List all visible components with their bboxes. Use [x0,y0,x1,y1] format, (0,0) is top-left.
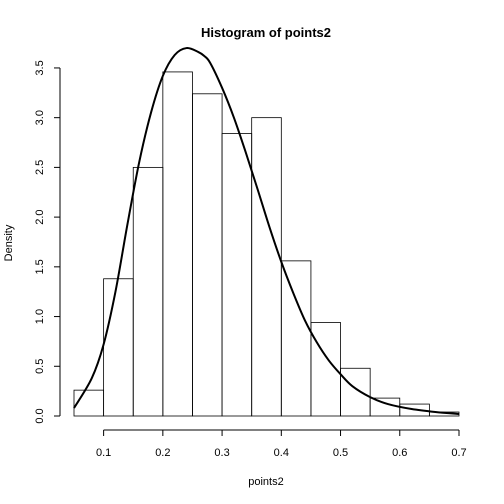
histogram-bar [73,389,105,417]
y-tick-label: 2.5 [34,160,46,175]
y-tick-label: 3.0 [34,110,46,125]
y-axis: 0.0 0.5 1.0 1.5 2.0 2.5 3.0 3.5 [34,60,61,424]
y-tick-label: 1.0 [34,309,46,324]
histogram-bar [369,397,401,417]
x-tick-label: 0.1 [96,447,111,459]
histogram-bar [399,403,430,417]
histogram-bars [73,71,460,417]
y-tick-label: 2.0 [34,209,46,224]
y-tick-label: 3.5 [34,60,46,75]
histogram-bar [192,93,223,417]
histogram-bar [103,278,134,417]
histogram-bar [251,117,282,417]
x-tick-label: 0.6 [392,447,407,459]
chart-title: Histogram of points2 [201,25,331,40]
x-axis-label: points2 [248,476,283,488]
density-curve-group [73,47,460,416]
histogram-bar [280,260,312,417]
x-tick-label: 0.7 [451,447,466,459]
x-axis: 0.1 0.2 0.3 0.4 0.5 0.6 0.7 [96,429,467,459]
y-tick-label: 0.0 [34,408,46,423]
y-tick-label: 0.5 [34,359,46,374]
density-curve [73,47,460,416]
histogram-bar [162,71,193,417]
x-tick-label: 0.3 [214,447,229,459]
histogram-bar [340,367,371,417]
histogram-bar [221,133,253,417]
histogram-bar [132,166,164,417]
y-axis-label: Density [3,224,15,261]
y-tick-label: 1.5 [34,259,46,274]
x-tick-label: 0.4 [274,447,289,459]
x-tick-label: 0.2 [155,447,170,459]
x-tick-label: 0.5 [333,447,348,459]
